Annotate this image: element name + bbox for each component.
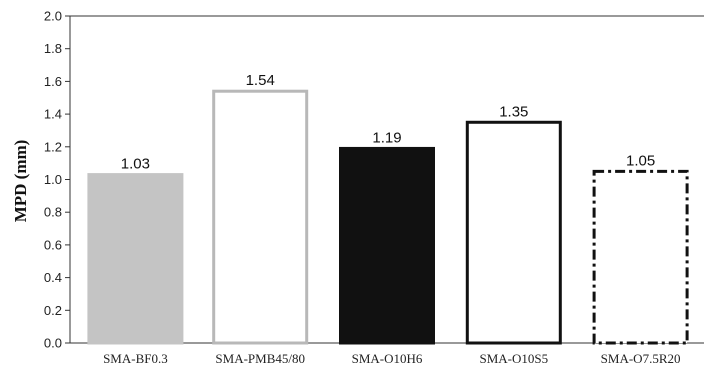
- y-axis-title: MPD (mm): [11, 140, 30, 223]
- data-labels: 1.03 1.54 1.19 1.35 1.05: [121, 72, 655, 172]
- x-tick-label: SMA-BF0.3: [103, 351, 168, 366]
- y-tick-label: 1.4: [44, 107, 62, 122]
- x-tick-label: SMA-O7.5R20: [601, 351, 681, 366]
- data-label: 1.19: [372, 129, 401, 146]
- y-tick-label: 1.0: [44, 172, 62, 187]
- y-tick-label: 0.0: [44, 336, 62, 351]
- y-tick-label: 1.6: [44, 74, 62, 89]
- x-tick-label: SMA-O10H6: [352, 351, 423, 366]
- bar-sma-o10h6: [339, 146, 435, 345]
- data-label: 1.05: [626, 152, 655, 169]
- x-tick-label: SMA-PMB45/80: [215, 351, 305, 366]
- y-tick-label: 0.4: [44, 270, 62, 285]
- bars: [87, 89, 689, 345]
- bar-sma-bf0-3: [87, 173, 184, 345]
- y-tick-label: 1.2: [44, 139, 62, 154]
- data-label: 1.35: [499, 103, 528, 120]
- y-tick-label: 0.6: [44, 237, 62, 252]
- y-axis-title-group: MPD (mm): [11, 140, 30, 223]
- y-tick-label: 0.8: [44, 205, 62, 220]
- x-tick-label: SMA-O10S5: [479, 351, 548, 366]
- data-label: 1.03: [121, 156, 150, 173]
- y-tick-label: 2.0: [44, 9, 62, 24]
- bar-sma-o10s5: [465, 120, 562, 345]
- x-labels: SMA-BF0.3 SMA-PMB45/80 SMA-O10H6 SMA-O10S5 S…: [103, 351, 680, 366]
- data-label: 1.54: [246, 72, 275, 89]
- bar-sma-o7-5r20: [592, 169, 689, 345]
- y-tick-label: 0.2: [44, 303, 62, 318]
- bar-sma-pmb45-80: [212, 89, 309, 345]
- y-ticks: 0.0 0.2 0.4 0.6 0.8 1.0 1.2 1.4 1.6 1.8 2.0: [44, 9, 70, 351]
- y-tick-label: 1.8: [44, 41, 62, 56]
